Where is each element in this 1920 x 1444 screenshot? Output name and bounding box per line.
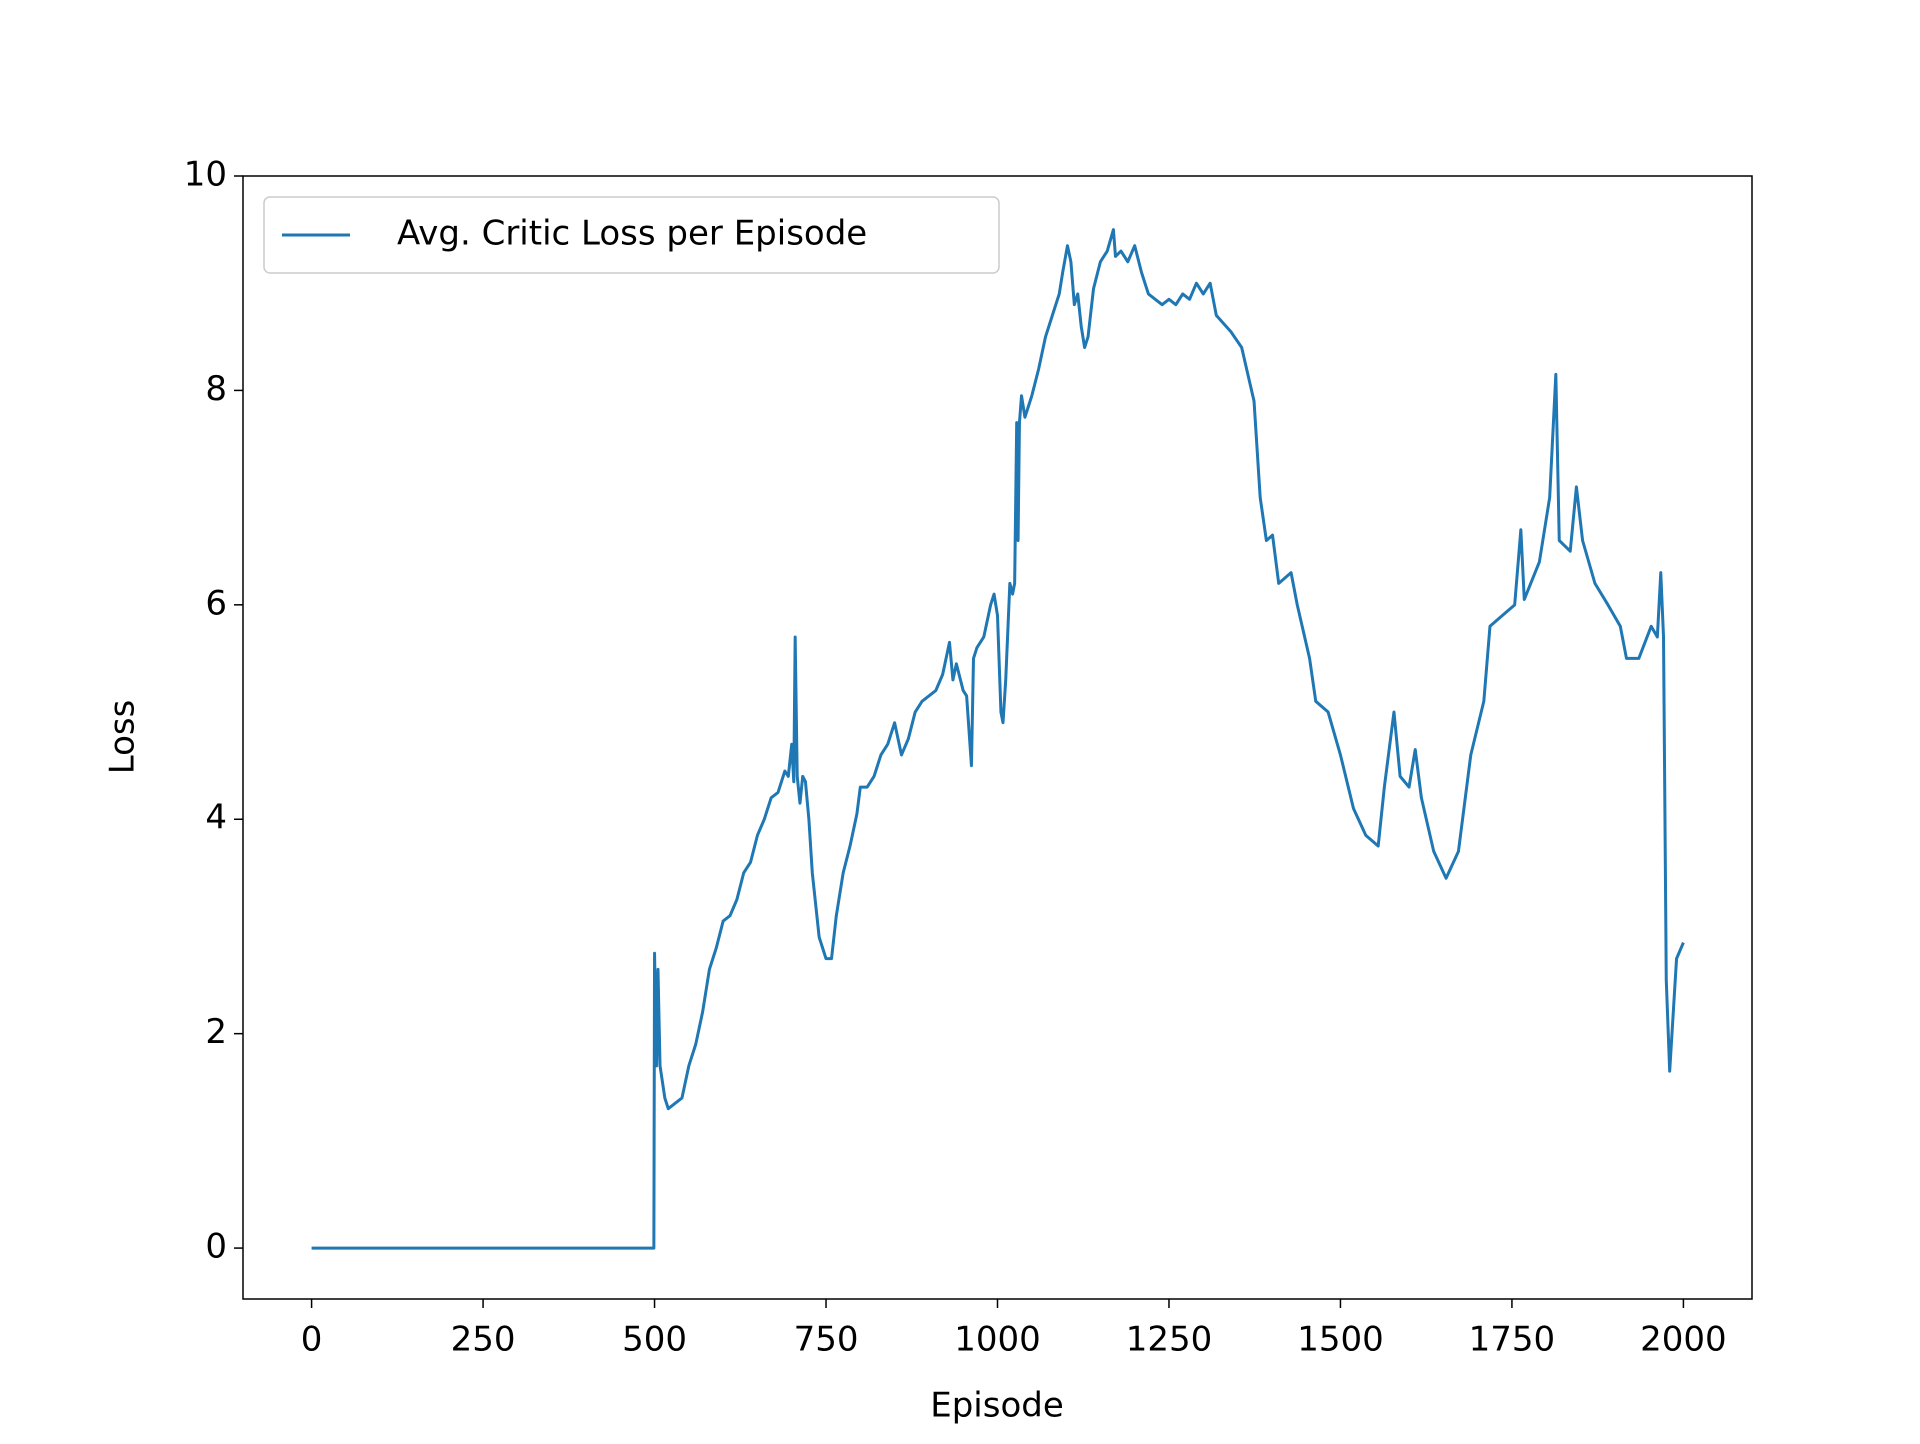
x-tick-label: 1750 [1469, 1320, 1556, 1360]
plot-frame [242, 175, 1753, 1300]
y-axis-label: Loss [103, 700, 143, 775]
x-tick-label: 1000 [954, 1320, 1041, 1360]
y-tick-label: 2 [205, 1012, 227, 1052]
y-tick-label: 6 [205, 583, 227, 623]
x-tick-label: 750 [794, 1320, 859, 1360]
x-tick-label: 250 [451, 1320, 516, 1360]
y-tick-label: 8 [205, 369, 227, 409]
legend-box [263, 196, 1000, 274]
x-tick-label: 0 [301, 1320, 323, 1360]
x-axis-label: Episode [930, 1386, 1064, 1426]
y-tick-label: 0 [205, 1227, 227, 1267]
line [311, 228, 1685, 1250]
y-tick-label: 4 [205, 798, 227, 838]
y-tick-label: 10 [184, 155, 227, 195]
legend-label: Avg. Critic Loss per Episode [397, 214, 867, 254]
x-tick-label: 2000 [1640, 1320, 1727, 1360]
x-tick-label: 500 [622, 1320, 687, 1360]
x-tick-label: 1500 [1297, 1320, 1384, 1360]
x-tick-label: 1250 [1126, 1320, 1213, 1360]
